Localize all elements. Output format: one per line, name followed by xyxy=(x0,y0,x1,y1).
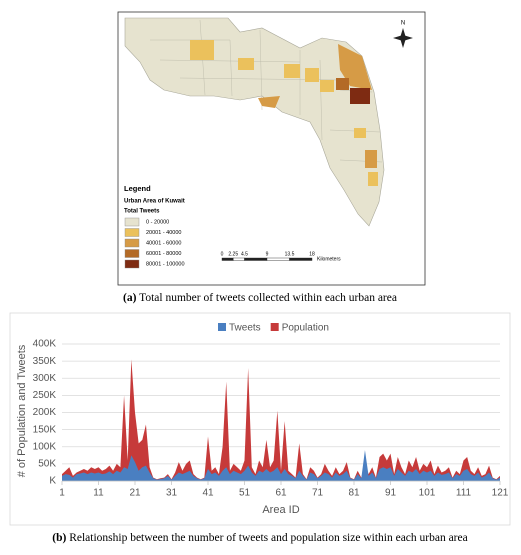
legend-swatch xyxy=(124,238,140,248)
legend-swatch xyxy=(124,228,140,237)
legend-swatch xyxy=(124,217,140,227)
caption-b: (b) Relationship between the number of t… xyxy=(52,532,467,544)
x-tick-label: 1 xyxy=(59,488,65,499)
x-tick-label: 41 xyxy=(202,488,214,499)
map-legend: Legend Urban Area of Kuwait Total Tweets… xyxy=(124,184,185,269)
y-tick-label: 300K xyxy=(33,373,57,384)
legend-label: Population xyxy=(282,323,329,334)
legend-label: Tweets xyxy=(229,323,261,334)
scale-segment xyxy=(244,257,268,261)
legend-label: 80001 - 100000 xyxy=(146,261,185,267)
y-tick-label: 350K xyxy=(33,356,57,367)
area xyxy=(62,450,500,481)
legend-swatch xyxy=(270,323,279,331)
scale-unit: Kilometers xyxy=(317,256,341,262)
legend-label: 20001 - 40000 xyxy=(146,230,181,236)
legend-field: Total Tweets xyxy=(124,209,160,215)
x-tick-label: 61 xyxy=(275,488,287,499)
scale-segment xyxy=(266,257,290,261)
legend-title: Legend xyxy=(124,184,151,193)
caption-text: Total number of tweets collected within … xyxy=(139,292,397,304)
scale-label: 2.25 xyxy=(228,251,238,257)
legend-swatch xyxy=(218,323,226,331)
x-axis-title: Area ID xyxy=(262,504,299,516)
north-label: N xyxy=(401,21,405,27)
scale-label: 13.5 xyxy=(285,251,295,257)
x-tick-label: 21 xyxy=(129,488,141,499)
scale-label: 18 xyxy=(309,251,315,257)
scale-segment xyxy=(289,257,313,261)
scale-label: 4.5 xyxy=(241,251,248,257)
legend-subtitle: Urban Area of Kuwait xyxy=(124,199,185,205)
chart-frame xyxy=(9,312,511,526)
x-tick-label: 91 xyxy=(385,488,397,499)
caption-a: (a) Total number of tweets collected wit… xyxy=(123,292,397,304)
caption-text: Relationship between the number of tweet… xyxy=(69,532,468,544)
scale-label: 9 xyxy=(266,251,269,257)
legend-swatch xyxy=(124,259,140,269)
x-tick-label: 121 xyxy=(492,488,509,499)
y-tick-label: 150K xyxy=(33,424,57,435)
y-tick-label: 100K xyxy=(33,441,57,452)
x-tick-label: 31 xyxy=(166,488,178,499)
y-tick-label: 200K xyxy=(33,407,57,418)
caption-label: (b) xyxy=(52,532,66,544)
y-tick-label: K xyxy=(49,476,56,487)
north-arrow xyxy=(393,28,413,48)
legend-label: 40001 - 60000 xyxy=(146,240,181,246)
scale-label: 0 xyxy=(221,251,224,257)
map-regions xyxy=(190,40,378,186)
legend-label: 60001 - 80000 xyxy=(146,251,181,257)
scale-segment xyxy=(233,257,245,261)
x-tick-label: 51 xyxy=(239,488,251,499)
caption-label: (a) xyxy=(123,292,137,304)
x-tick-label: 11 xyxy=(93,488,104,499)
legend-swatch xyxy=(124,249,140,258)
y-tick-label: 50K xyxy=(38,459,56,470)
x-tick-label: 71 xyxy=(312,488,324,499)
x-tick-label: 111 xyxy=(456,488,472,499)
y-axis-title: # of Population and Tweets xyxy=(16,344,28,477)
x-tick-label: 101 xyxy=(419,488,436,499)
x-tick-label: 81 xyxy=(348,488,360,499)
y-tick-label: 250K xyxy=(33,390,57,401)
legend-label: 0 - 20000 xyxy=(146,219,169,225)
map-land xyxy=(124,17,385,227)
y-tick-label: 400K xyxy=(33,339,57,350)
scale-segment xyxy=(221,257,234,261)
